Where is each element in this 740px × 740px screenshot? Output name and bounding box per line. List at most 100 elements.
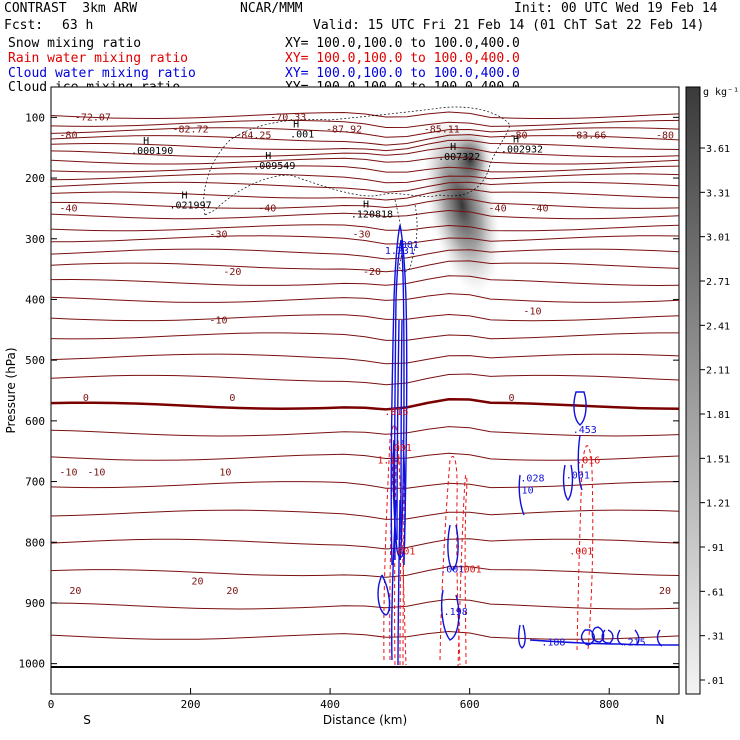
plot-title: CONTRAST 3km ARW [4,1,138,16]
y-tick-label: 800 [25,536,45,549]
isotherm-line [51,235,680,245]
cloud-water-label: .198 [444,607,468,618]
snow-high-marker: H [293,119,299,130]
isotherm-line [50,452,680,461]
isotherm-line [50,139,680,152]
rain-label: .016 [384,407,408,418]
snow-high-marker: H [513,135,519,146]
isotherm-line [50,188,680,201]
cloud-ice-contour [203,106,511,216]
isotherm-line [50,313,680,322]
y-tick-label: 400 [25,293,45,306]
rain-label: .001 [388,443,412,454]
isotherm-line [50,146,680,158]
isotherm-line [50,481,680,489]
isotherm-line [50,127,680,138]
colorbar-label: 1.81 [706,410,730,421]
snow-high-marker: H [450,142,456,153]
temperature-contour-label: -10 [523,307,541,318]
cloud-water-label: .453 [573,425,597,436]
isotherm-line [50,248,680,260]
cloud-water-label: .215 [622,637,646,648]
temperature-contour-label: -83.66 [570,131,606,142]
y-tick-label: 900 [25,597,45,610]
rain-label: .016 [576,455,600,466]
snow-maximum-label: .120818 [351,210,393,221]
isotherm-line [50,509,680,520]
plot-frame [50,86,680,695]
y-tick-label: 700 [25,476,45,489]
isotherm-line [50,119,680,129]
isotherm-line [50,111,680,120]
temperature-contour-label: -80 [509,131,527,142]
field-name-rain: Rain water mixing ratio [8,51,189,66]
temperature-contour-label: -20 [363,267,381,278]
colorbar-label: .61 [706,587,724,598]
forecast-label: Fcst: [4,18,44,33]
y-axis-title: Pressure (hPa) [4,347,18,433]
isotherm-line [50,630,680,640]
temperature-contour-label: -84.25 [235,131,271,142]
temperature-contour-label: -40 [258,203,276,214]
isotherm-line [50,373,680,386]
cloud-water-contours [377,224,680,666]
snow-maximum-label: .000190 [131,146,173,157]
colorbar-label: 3.01 [706,233,730,244]
temperature-contour-label: -70.33 [270,112,306,123]
colorbar-unit: g kg⁻¹ [703,87,739,98]
temperature-contour-label: -30 [352,230,370,241]
init-time: Init: 00 UTC Wed 19 Feb 14 [514,1,718,16]
temperature-contour-label: -30 [209,230,227,241]
temperature-contour-label: -82.72 [172,125,208,136]
colorbar-label: .01 [706,676,724,687]
isotherm-line [50,181,680,193]
temperature-contour-label: 0 [229,393,235,404]
temperature-contour-label: -10 [87,467,105,478]
cloud-water-label: 10 [522,486,534,497]
temperature-contour-label: 20 [659,586,671,597]
x-tick-label: 800 [599,698,619,711]
rain-contours [383,424,594,669]
colorbar-label: 1.51 [706,454,730,465]
snow-maximum-label: .001 [290,129,314,140]
cloud-water-label: 1.231 [385,246,415,257]
temperature-contour-label: -10 [59,467,77,478]
isotherm-line [50,538,680,550]
snow-maximum-label: .021997 [169,200,211,211]
y-tick-label: 300 [25,233,45,246]
x-tick-label: 0 [48,698,55,711]
y-tick-label: 500 [25,354,45,367]
snow-high-marker: H [182,190,188,201]
valid-time: Valid: 15 UTC Fri 21 Feb 14 (01 ChT Sat … [313,18,705,33]
isotherm-line [50,224,680,232]
rain-label: .001 [458,565,482,576]
field-xy-rain: XY= 100.0,100.0 to 100.0,400.0 [285,51,520,66]
isotherm-line [50,566,680,578]
x-tick-label: 600 [460,698,480,711]
cloud-water-label: .001 [566,471,590,482]
rain-label: 1.11 [377,455,401,466]
colorbar-label: .91 [706,543,724,554]
x-tick-label: 200 [181,698,201,711]
y-tick-label: 1000 [19,658,46,671]
south-label: S [83,713,91,727]
rain-label: .001 [569,546,593,557]
colorbar-label: 2.41 [706,321,730,332]
colorbar-label: 2.11 [706,366,730,377]
cloud-water-label: .001 [440,565,464,576]
field-name-snow: Snow mixing ratio [8,36,142,51]
temperature-contour-label: -72.07 [75,112,111,123]
isotherm-line [50,293,680,303]
isotherm-line [50,173,680,184]
snow-maximum-label: .009549 [253,161,295,172]
temperature-contour-label: 20 [226,586,238,597]
isotherm-line [50,165,680,173]
colorbar-label: 2.71 [706,277,730,288]
temperature-contour-label: 20 [192,577,204,588]
y-tick-label: 100 [25,111,45,124]
cloud-water-label: .188 [541,637,565,648]
isotherm-line [50,260,680,273]
x-axis-title: Distance (km) [323,713,407,727]
cloud-water-label: .028 [520,474,544,485]
